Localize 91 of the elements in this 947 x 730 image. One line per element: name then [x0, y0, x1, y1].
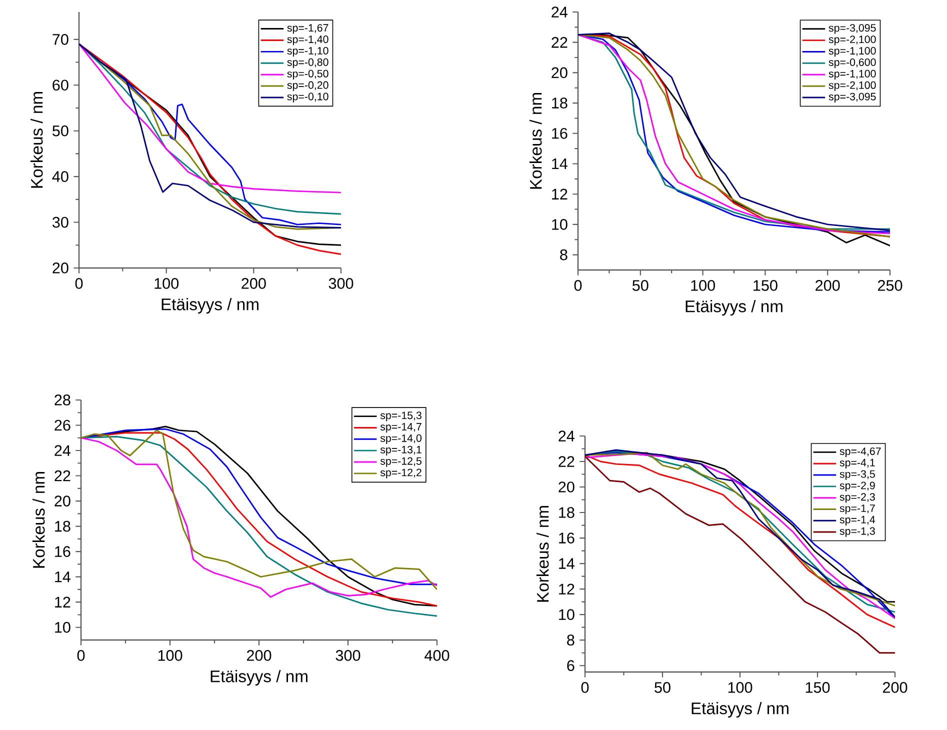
- legend-label: sp=-1,100: [828, 47, 876, 57]
- y-axis-title: Korkeus / nm: [30, 92, 43, 188]
- y-tick-label: 30: [52, 216, 68, 228]
- legend-label: sp=-0,50: [287, 70, 328, 80]
- y-tick-label: 50: [52, 125, 68, 136]
- y-tick-label: 20: [54, 496, 70, 506]
- y-tick-label: 20: [558, 482, 574, 492]
- x-axis-title: Etäisyys / nm: [210, 670, 308, 686]
- y-tick-label: 18: [55, 520, 70, 532]
- x-tick-label: 0: [75, 278, 83, 289]
- legend-label: sp=-1,100: [828, 70, 876, 80]
- y-tick-label: 16: [552, 128, 568, 139]
- y-tick-label: 10: [55, 622, 70, 633]
- x-tick-label: 400: [424, 650, 450, 661]
- legend-label: sp=-1,7: [840, 504, 875, 514]
- x-tick-label: 200: [816, 280, 840, 291]
- y-tick-label: 12: [55, 596, 70, 608]
- legend-label: sp=-2,100: [828, 81, 876, 92]
- legend-label: sp=-4,67: [840, 447, 881, 458]
- y-tick-label: 18: [552, 98, 568, 108]
- y-tick-label: 16: [55, 546, 70, 557]
- y-tick-label: 14: [559, 558, 574, 569]
- y-tick-label: 8: [567, 634, 574, 646]
- x-tick-label: 0: [574, 280, 582, 291]
- x-tick-label: 50: [632, 280, 648, 291]
- y-tick-label: 10: [552, 219, 568, 230]
- legend-label: sp=-0,20: [287, 81, 328, 91]
- x-tick-label: 150: [806, 682, 830, 693]
- x-tick-label: 150: [754, 280, 778, 291]
- x-tick-label: 50: [654, 682, 670, 693]
- y-tick-label: 12: [552, 188, 568, 200]
- y-tick-label: 28: [54, 394, 70, 406]
- y-tick-label: 70: [52, 34, 68, 45]
- x-axis-title: Etäisyys / nm: [162, 298, 258, 314]
- y-tick-label: 24: [558, 430, 574, 442]
- y-tick-label: 40: [52, 171, 68, 182]
- legend-label: sp=-15,3: [380, 412, 422, 422]
- y-axis-title: Korkeus / nm: [536, 506, 549, 602]
- y-tick-label: 22: [54, 470, 70, 482]
- legend-label: sp=-3,5: [840, 470, 875, 480]
- legend-label: sp=-12,2: [380, 468, 422, 478]
- y-tick-label: 14: [55, 572, 70, 582]
- x-axis-title: Etäisyys / nm: [692, 702, 788, 718]
- legend-label: sp=-2,9: [840, 482, 875, 492]
- legend-label: sp=-1,10: [287, 46, 328, 57]
- y-tick-label: 12: [559, 584, 574, 594]
- y-tick-label: 20: [52, 262, 68, 274]
- legend-label: sp=-2,100: [828, 36, 876, 46]
- y-axis-title: Korkeus / nm: [32, 472, 45, 568]
- x-tick-label: 100: [691, 280, 715, 291]
- y-tick-label: 26: [54, 420, 70, 431]
- legend-label: sp=-12,5: [380, 457, 422, 467]
- y-tick-label: 14: [552, 158, 568, 170]
- legend-label: sp=-3,095: [828, 92, 876, 102]
- y-tick-label: 22: [558, 456, 574, 467]
- legend-label: sp=-4,1: [840, 458, 875, 468]
- y-tick-label: 18: [559, 507, 574, 518]
- y-tick-label: 24: [552, 6, 568, 18]
- legend-label: sp=-1,4: [840, 516, 876, 526]
- y-tick-label: 16: [559, 532, 574, 544]
- legend-label: sp=-3,095: [828, 24, 876, 34]
- y-tick-label: 60: [52, 80, 68, 91]
- x-tick-label: 100: [728, 682, 752, 693]
- legend-label: sp=-1,40: [287, 36, 328, 46]
- x-tick-label: 300: [328, 278, 354, 289]
- legend-label: sp=-0,10: [287, 92, 328, 102]
- x-axis-title: Etäisyys / nm: [686, 300, 782, 316]
- legend-label: sp=-14,0: [380, 434, 422, 444]
- y-tick-label: 10: [559, 609, 574, 620]
- x-tick-label: 0: [77, 650, 85, 661]
- legend-label: sp=-0,600: [828, 58, 876, 68]
- y-tick-label: 8: [560, 249, 568, 260]
- legend-label: sp=-14,7: [380, 423, 422, 433]
- x-tick-label: 200: [242, 278, 266, 289]
- legend-label: sp=-1,3: [840, 527, 875, 537]
- x-tick-label: 100: [158, 650, 182, 661]
- x-tick-label: 200: [882, 682, 908, 693]
- legend-label: sp=-2,3: [840, 493, 875, 503]
- x-tick-label: 250: [878, 280, 902, 291]
- x-tick-label: 300: [336, 650, 360, 661]
- legend-label: sp=-1,67: [287, 24, 328, 34]
- x-tick-label: 200: [246, 650, 272, 661]
- y-tick-label: 6: [567, 660, 574, 672]
- y-tick-label: 24: [54, 445, 70, 456]
- y-tick-label: 22: [552, 36, 568, 48]
- y-axis-title: Korkeus / nm: [530, 93, 542, 189]
- y-tick-label: 20: [552, 67, 568, 78]
- legend-label: sp=-0,80: [287, 58, 328, 68]
- legend-label: sp=-13,1: [380, 446, 422, 456]
- x-tick-label: 0: [581, 682, 589, 693]
- x-tick-label: 100: [154, 278, 179, 289]
